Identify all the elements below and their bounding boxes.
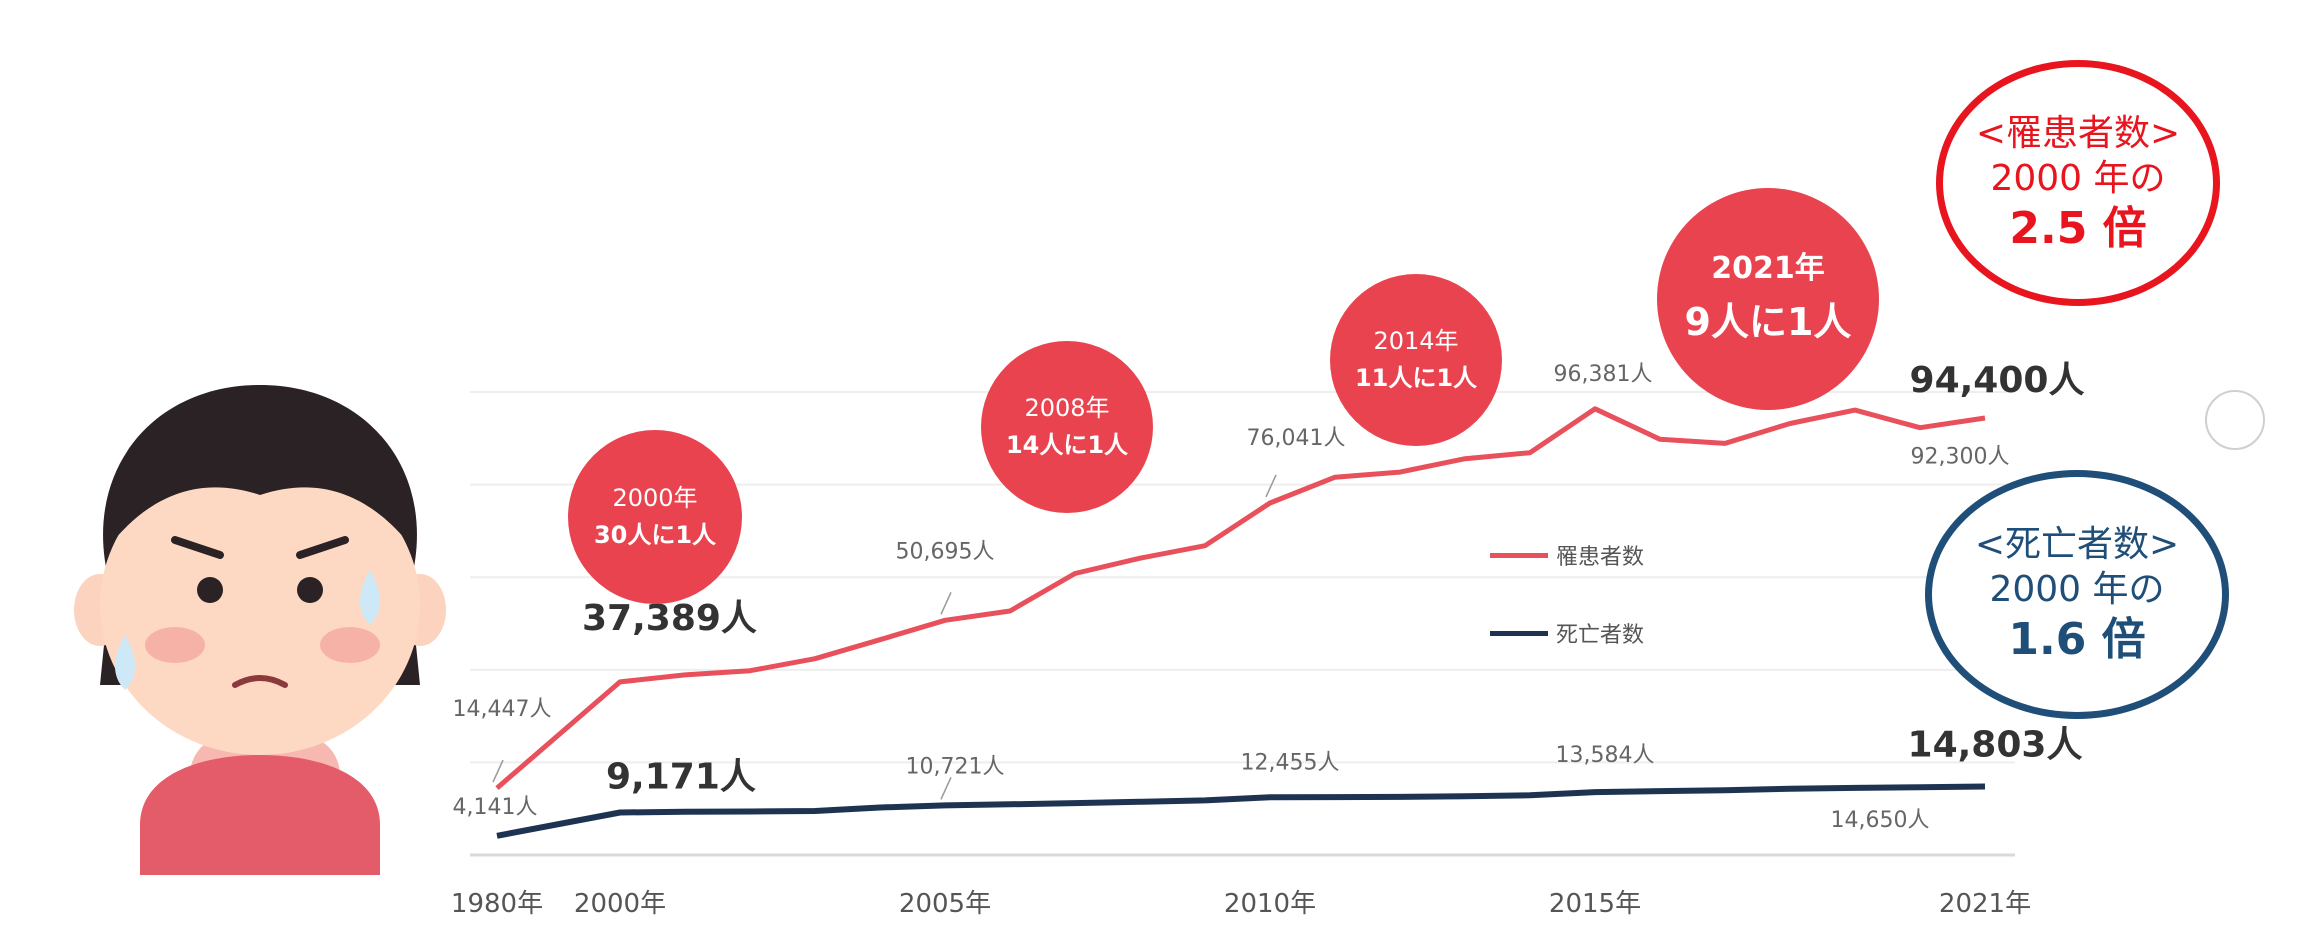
x-tick-label: 2015年 — [1549, 889, 1641, 919]
x-tick-label: 2000年 — [574, 889, 666, 919]
incidence-data-label: 14,447人 — [453, 697, 552, 722]
x-tick-label: 2005年 — [899, 889, 991, 919]
bubble-year: 2000年 — [612, 483, 698, 512]
leader-line — [940, 777, 952, 800]
legend-label-deaths: 死亡者数 — [1556, 623, 1645, 648]
milestone-bubble-2008: 2008年 14人に1人 — [981, 341, 1153, 513]
deaths-data-label: 14,650人 — [1831, 808, 1930, 833]
incidence-data-label: 76,041人 — [1247, 426, 1346, 451]
legend-item-deaths: 死亡者数 — [1490, 618, 1644, 648]
deaths-data-label: 9,171人 — [606, 757, 756, 798]
deaths-data-label: 14,803人 — [1908, 724, 2083, 765]
deaths-data-label: 12,455人 — [1241, 750, 1340, 775]
incidence-series-line — [495, 406, 1986, 790]
milestone-bubble-2000: 2000年 30人に1人 — [568, 430, 742, 604]
deaths-callout-ratio: 1.6 倍 — [2008, 614, 2146, 665]
bubble-year: 2008年 — [1024, 393, 1110, 422]
bubble-year: 2014年 — [1373, 326, 1459, 355]
x-tick-label: 1980年 — [451, 889, 543, 919]
legend-swatch-deaths — [1490, 630, 1548, 636]
incidence-callout-title: <罹患者数> — [1975, 112, 2181, 154]
worried-woman-illustration — [74, 385, 446, 875]
milestone-bubble-2014: 2014年 11人に1人 — [1330, 274, 1502, 446]
milestone-bubble-2021: 2021年 9人に1人 — [1657, 188, 1879, 410]
legend-item-incidence: 罹患者数 — [1490, 540, 1644, 570]
deaths-data-label: 4,141人 — [453, 795, 538, 820]
bubble-year: 2021年 — [1711, 251, 1825, 287]
incidence-data-label: 37,389人 — [582, 598, 757, 639]
bubble-ratio: 9人に1人 — [1684, 299, 1852, 344]
deaths-data-label: 10,721人 — [906, 754, 1005, 779]
incidence-data-label: 50,695人 — [896, 539, 995, 564]
deaths-data-label: 13,584人 — [1556, 743, 1655, 768]
legend-label-incidence: 罹患者数 — [1556, 545, 1645, 570]
decorative-circle-icon — [2205, 390, 2265, 450]
incidence-data-label: 94,400人 — [1910, 360, 2085, 401]
x-tick-label: 2021年 — [1939, 889, 2031, 919]
legend-swatch-incidence — [1490, 552, 1548, 558]
leader-line — [492, 759, 504, 783]
legend: 罹患者数 死亡者数 — [1490, 540, 1670, 650]
incidence-callout-subtitle: 2000 年の — [1990, 157, 2166, 199]
deaths-callout-title: <死亡者数> — [1974, 524, 2180, 565]
incidence-data-label: 96,381人 — [1554, 362, 1653, 387]
leader-line — [1265, 474, 1277, 498]
incidence-callout: <罹患者数> 2000 年の 2.5 倍 — [1936, 60, 2220, 306]
deaths-callout-subtitle: 2000 年の — [1989, 569, 2165, 610]
bubble-ratio: 30人に1人 — [593, 521, 717, 549]
x-tick-label: 2010年 — [1224, 889, 1316, 919]
deaths-callout: <死亡者数> 2000 年の 1.6 倍 — [1925, 470, 2229, 719]
deaths-series-line — [496, 783, 1986, 839]
incidence-data-label: 92,300人 — [1911, 445, 2010, 470]
bubble-ratio: 11人に1人 — [1354, 364, 1478, 392]
incidence-callout-ratio: 2.5 倍 — [2009, 202, 2147, 254]
bubble-ratio: 14人に1人 — [1005, 431, 1129, 459]
leader-line — [940, 591, 952, 615]
